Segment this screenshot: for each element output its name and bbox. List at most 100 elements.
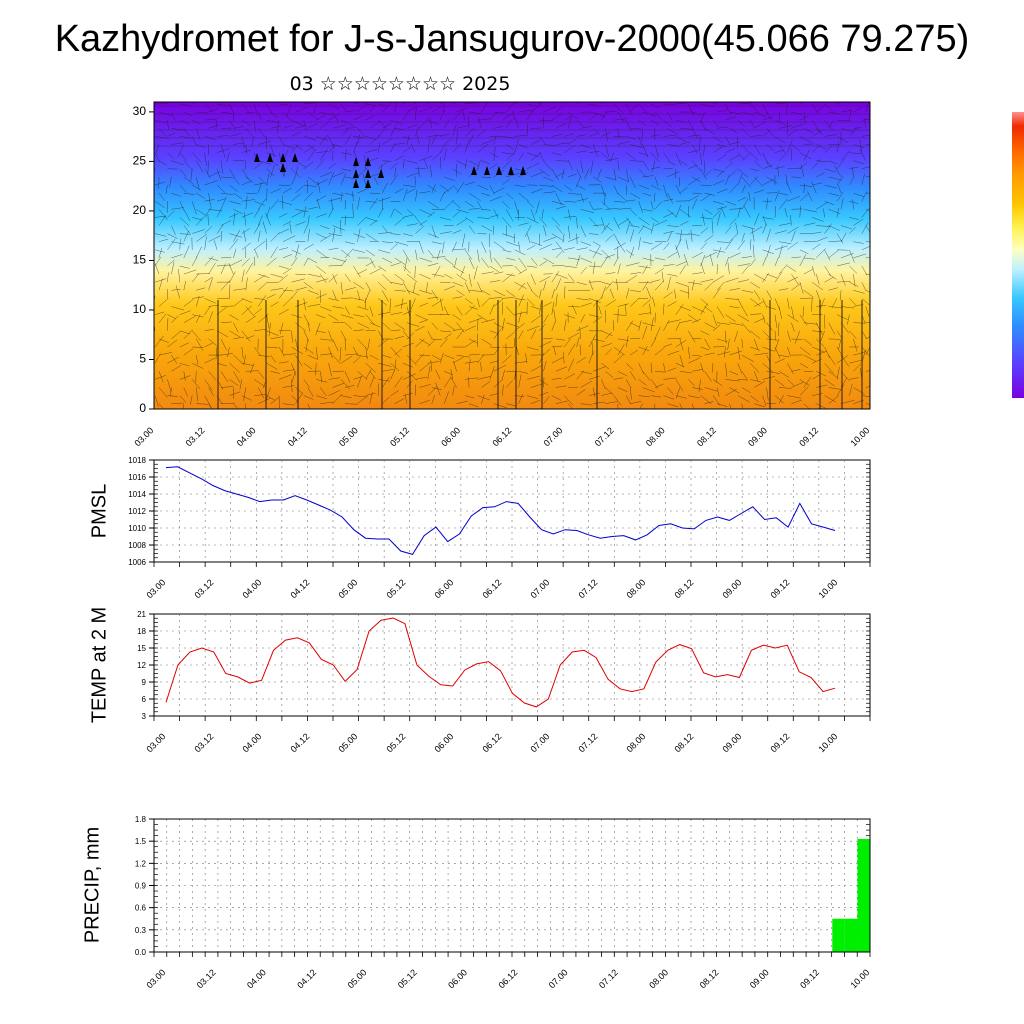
wind-barb [477,201,483,211]
wind-barb [179,168,187,177]
wind-barb [663,152,670,161]
wind-barb [688,330,696,343]
wind-barb [295,286,307,291]
wind-barb [741,338,744,348]
pmsl-y-tick-label: 1018 [128,456,146,465]
wind-barb [377,142,380,153]
wind-barb [754,352,769,356]
wind-barb [306,179,309,194]
wind-barb [456,130,458,145]
wind-flag-marker [365,179,371,188]
wind-barb [543,348,551,356]
wind-barb [439,110,445,121]
wind-barb [828,322,835,335]
wind-barb [667,387,674,395]
wind-barb [674,289,677,299]
wind-barb [638,225,645,234]
wind-barb [220,176,234,179]
wind-barb [853,127,863,129]
wind-barb [167,395,178,397]
precip-grid [153,818,871,957]
wind-barb [663,377,677,380]
wind-barb [233,212,235,226]
wind-barb [576,198,589,202]
wind-barb [704,352,715,356]
wind-barb [442,241,445,254]
wind-barb [452,296,463,299]
wind-barb [244,212,247,226]
wind-barb [852,199,854,210]
wind-barb [316,293,327,299]
wind-barb [580,257,593,263]
wind-barb [642,346,648,356]
wind-barb [183,299,194,307]
wind-barb [774,271,783,283]
wind-barb [737,240,746,250]
wind-barb [439,191,445,202]
wind-barb [849,226,856,234]
wind-barb [406,322,420,327]
wind-barb [167,152,175,160]
wind-barb [402,373,416,380]
wind-barb [266,188,268,202]
wind-barb [679,229,683,242]
wind-barb [262,221,267,234]
wind-barb [179,395,187,403]
wind-barb [481,290,491,296]
wind-barb [328,330,333,343]
wind-barb [828,287,838,291]
wind-barb [278,200,292,205]
wind-barb [464,181,476,186]
wind-barb [702,213,705,226]
wind-barb [626,152,636,160]
wind-barb [617,338,629,341]
wind-barb [737,207,741,218]
wind-barb [328,113,340,121]
wind-barb [394,217,405,226]
wind-barb [394,348,403,356]
wind-barb [328,145,335,153]
wind-barb [716,241,730,243]
wind-barb [229,233,242,238]
wind-barb [553,309,557,323]
wind-barb [518,192,529,202]
wind-barb [617,140,631,145]
wind-barb [450,376,457,388]
wind-barb [315,322,321,336]
wind-barb [774,379,785,387]
wind-barb [812,159,821,169]
wind-barb [245,277,248,291]
pmsl-y-tick-label: 1010 [128,524,146,533]
wind-barb [526,152,539,158]
wind-barb [444,354,455,359]
precip-x-tick-label: 08.12 [698,967,721,990]
wind-barb [667,225,679,228]
wind-barb [592,387,596,398]
wind-barb [464,325,476,332]
wind-barb [390,262,401,267]
wind-barb [440,217,452,221]
wind-barb [167,211,175,218]
wind-barb [233,176,240,185]
wind-barb [799,184,813,187]
wind-barb [667,319,681,323]
wind-barb [741,154,749,161]
wind-barb [365,233,377,242]
wind-barb [551,184,563,193]
wind-barb [861,282,867,291]
wind-barb [382,182,388,194]
wind-barb [580,371,592,375]
wind-barb [233,354,243,364]
wind-barb [539,152,545,163]
wind-barb [489,393,499,396]
wind-barb [192,330,201,341]
wind-barb [861,118,870,121]
wind-barb [183,387,188,397]
wind-barb [555,142,570,145]
wind-barb [838,338,842,350]
wind-barb [750,135,762,137]
wind-barb [190,168,193,182]
wind-barb [654,327,661,339]
wind-barb [712,287,721,299]
wind-barb [518,330,524,340]
